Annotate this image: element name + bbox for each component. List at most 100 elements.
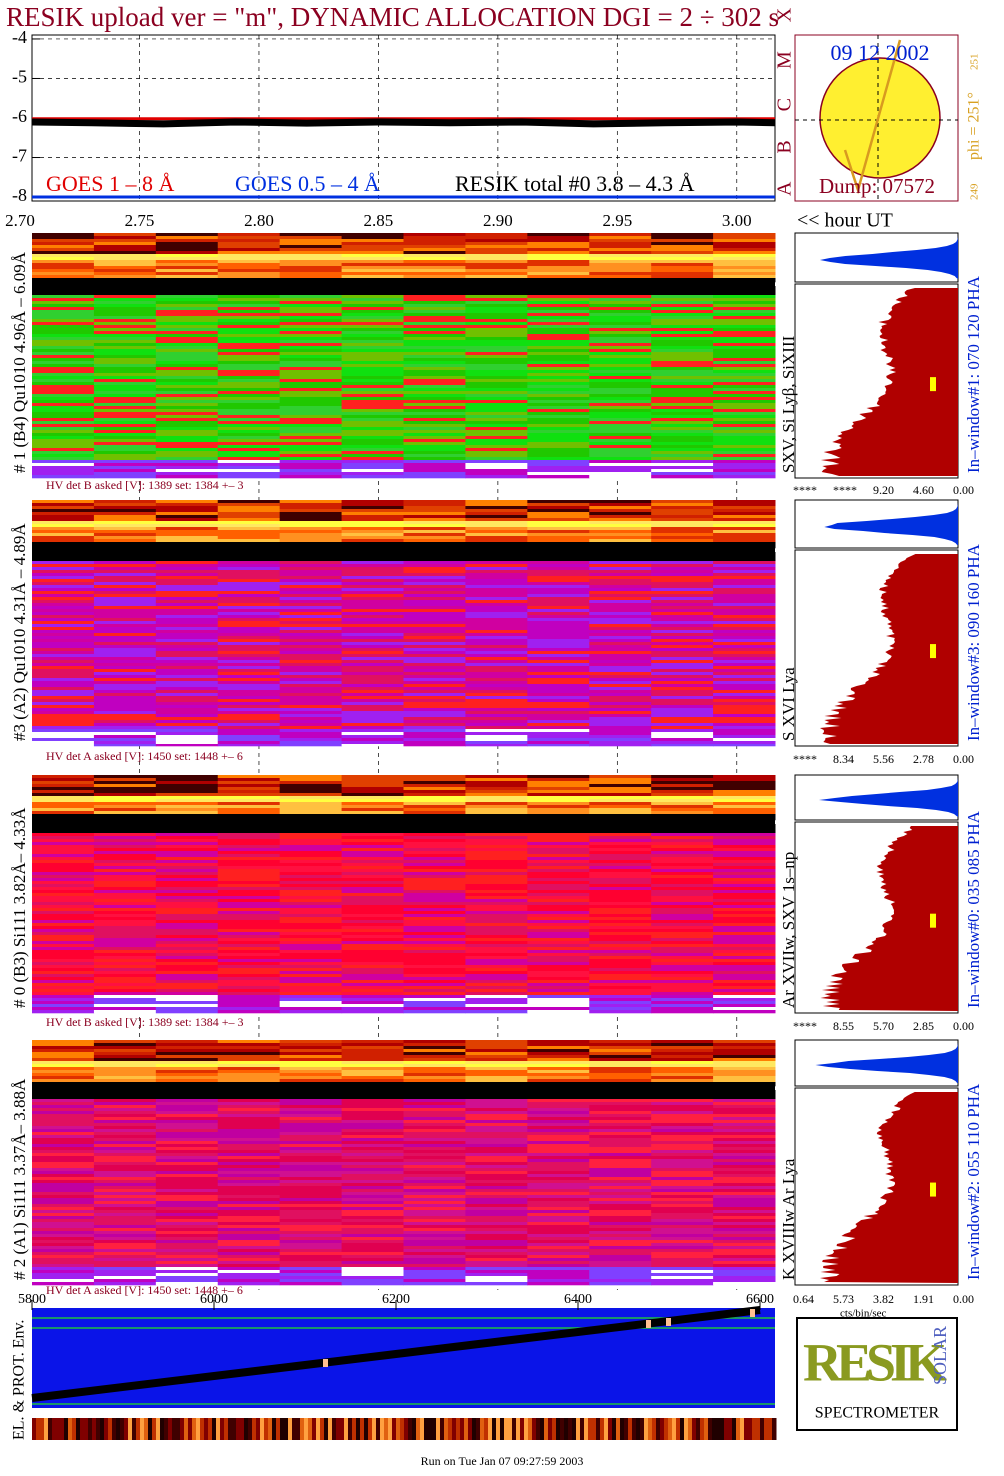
- heatmap-cell: [465, 1255, 528, 1259]
- heatmap-cell: [32, 331, 95, 335]
- heatmap-cell: [32, 521, 95, 525]
- heatmap-cell: [341, 1243, 404, 1247]
- heatmap-cell: [341, 636, 404, 640]
- heatmap-cell: [341, 1082, 404, 1086]
- heatmap-cell: [403, 1126, 466, 1130]
- heatmap-cell: [465, 793, 528, 797]
- heatmap-cell: [341, 1255, 404, 1259]
- heatmap-cell: [403, 890, 466, 894]
- heatmap-cell: [341, 460, 404, 464]
- env-strip: [212, 1418, 217, 1440]
- heatmap-cell: [527, 923, 590, 927]
- heatmap-cell: [713, 1162, 776, 1166]
- heatmap-cell: [713, 618, 776, 622]
- heatmap-cell: [651, 1117, 714, 1121]
- heatmap-cell: [155, 236, 219, 240]
- heatmap-cell: [279, 636, 343, 640]
- heatmap-cell: [279, 666, 343, 670]
- heatmap-cell: [589, 573, 652, 577]
- heatmap-cell: [217, 630, 281, 634]
- heatmap-cell: [155, 1093, 219, 1097]
- heatmap-cell: [589, 1004, 652, 1008]
- x-tick-label: 5800: [18, 1292, 46, 1307]
- heatmap-cell: [279, 980, 343, 984]
- heatmap-cell: [651, 663, 714, 667]
- heatmap-cell: [589, 304, 652, 308]
- env-strip: [520, 1418, 525, 1440]
- heatmap-cell: [32, 1007, 95, 1011]
- env-strip: [236, 1418, 241, 1440]
- heatmap-cell: [403, 1064, 466, 1068]
- heatmap-cell: [589, 618, 652, 622]
- heatmap-cell: [341, 585, 404, 589]
- heatmap-cell: [93, 433, 157, 437]
- heatmap-cell: [279, 406, 343, 410]
- heatmap-cell: [341, 1186, 404, 1190]
- heatmap-cell: [279, 331, 343, 335]
- heatmap-cell: [93, 1120, 157, 1124]
- heatmap-cell: [527, 316, 590, 320]
- heatmap-cell: [465, 896, 528, 900]
- heatmap-cell: [341, 582, 404, 586]
- heatmap-cell: [589, 866, 652, 870]
- heatmap-cell: [279, 257, 343, 261]
- heatmap-cell: [341, 1058, 404, 1062]
- heatmap-cell: [527, 1252, 590, 1256]
- heatmap-cell: [93, 998, 157, 1002]
- heatmap-cell: [527, 475, 590, 479]
- heatmap-cell: [465, 331, 528, 335]
- heatmap-cell: [93, 1165, 157, 1169]
- heatmap-cell: [155, 334, 219, 338]
- heatmap-cell: [279, 1234, 343, 1238]
- heatmap-cell: [217, 316, 281, 320]
- heatmap-cell: [155, 669, 219, 673]
- heatmap-cell: [341, 1264, 404, 1268]
- heatmap-cell: [465, 322, 528, 326]
- heatmap-cell: [465, 1105, 528, 1109]
- heatmap-cell: [527, 977, 590, 981]
- heatmap-cell: [713, 503, 776, 507]
- heatmap-cell: [279, 1162, 343, 1166]
- heatmap-cell: [527, 920, 590, 924]
- hist-tick-label: 1.91: [913, 1292, 934, 1306]
- heatmap-cell: [32, 808, 95, 812]
- heatmap-cell: [403, 260, 466, 264]
- heatmap-cell: [32, 654, 95, 658]
- heatmap-cell: [155, 391, 219, 395]
- heatmap-cell: [32, 400, 95, 404]
- env-strip: [516, 1418, 521, 1440]
- heatmap-cell: [32, 687, 95, 691]
- sun-date: 09 12 2002: [831, 40, 930, 65]
- heatmap-cell: [155, 872, 219, 876]
- heatmap-cell: [217, 781, 281, 785]
- heatmap-cell: [651, 854, 714, 858]
- heatmap-cell: [155, 887, 219, 891]
- heatmap-cell: [155, 1228, 219, 1232]
- heatmap-cell: [403, 579, 466, 583]
- heatmap-cell: [93, 935, 157, 939]
- heatmap-cell: [589, 923, 652, 927]
- heatmap-cell: [713, 376, 776, 380]
- heatmap-cell: [527, 869, 590, 873]
- heatmap-cell: [155, 657, 219, 661]
- heatmap-cell: [93, 827, 157, 831]
- heatmap-cell: [403, 1180, 466, 1184]
- heatmap-cell: [279, 899, 343, 903]
- heatmap-cell: [279, 1067, 343, 1071]
- heatmap-cell: [217, 833, 281, 837]
- heatmap-cell: [217, 699, 281, 703]
- heatmap-cell: [279, 648, 343, 652]
- heatmap-cell: [465, 385, 528, 389]
- heatmap-cell: [713, 908, 776, 912]
- heatmap-cell: [651, 343, 714, 347]
- heatmap-cell: [93, 920, 157, 924]
- heatmap-cell: [651, 1264, 714, 1268]
- heatmap-cell: [341, 248, 404, 252]
- heatmap-cell: [527, 1273, 590, 1277]
- heatmap-cell: [651, 1102, 714, 1106]
- heatmap-cell: [651, 400, 714, 404]
- heatmap-cell: [713, 358, 776, 362]
- heatmap-cell: [279, 799, 343, 803]
- heatmap-cell: [403, 521, 466, 525]
- heatmap-cell: [403, 696, 466, 700]
